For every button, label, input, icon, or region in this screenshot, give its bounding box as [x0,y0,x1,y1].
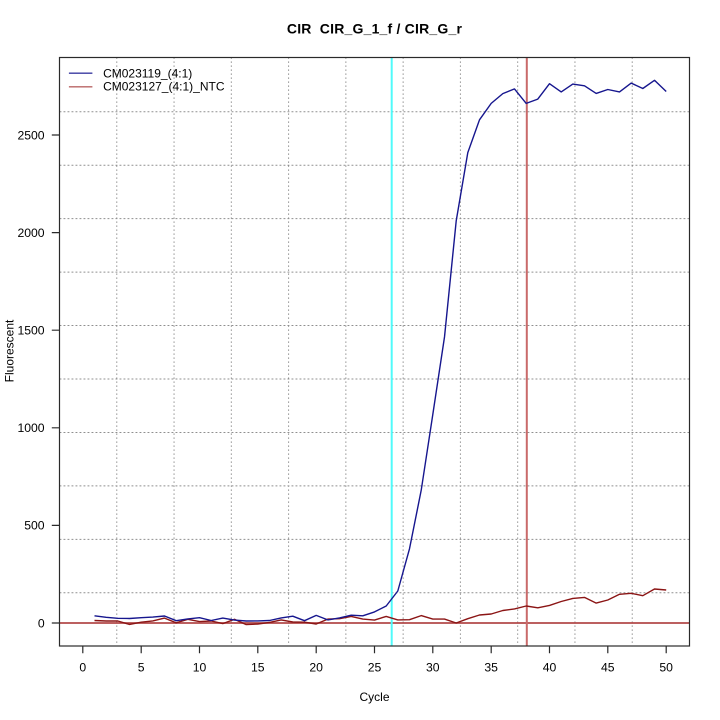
svg-text:1000: 1000 [17,421,44,435]
svg-text:Fluorescent: Fluorescent [3,319,17,382]
svg-text:10: 10 [193,661,207,675]
svg-text:0: 0 [79,661,86,675]
svg-text:CM023119_(4:1): CM023119_(4:1) [103,66,192,80]
svg-text:2000: 2000 [17,226,44,240]
svg-text:15: 15 [251,661,265,675]
svg-text:5: 5 [138,661,145,675]
svg-text:20: 20 [309,661,323,675]
svg-text:1500: 1500 [17,324,44,338]
svg-text:2500: 2500 [17,128,44,142]
svg-text:40: 40 [543,661,557,675]
svg-text:25: 25 [368,661,382,675]
svg-text:500: 500 [24,519,45,533]
svg-text:35: 35 [484,661,498,675]
svg-text:30: 30 [426,661,440,675]
svg-text:CIR CIR_G_1_f / CIR_G_r: CIR CIR_G_1_f / CIR_G_r [287,21,463,37]
svg-text:CM023127_(4:1)_NTC: CM023127_(4:1)_NTC [103,80,225,94]
svg-text:45: 45 [601,661,615,675]
svg-text:Cycle: Cycle [359,690,389,704]
svg-text:50: 50 [659,661,673,675]
svg-text:0: 0 [38,616,45,630]
